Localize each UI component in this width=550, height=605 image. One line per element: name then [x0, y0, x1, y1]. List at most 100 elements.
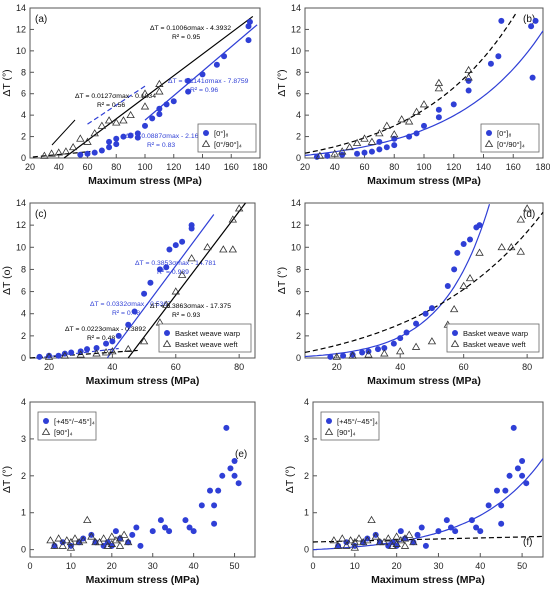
- data-point: [50, 541, 59, 549]
- data-point: [448, 524, 454, 531]
- annotation-arrow: [51, 119, 76, 146]
- data-point: [315, 151, 325, 159]
- data-point: [185, 88, 192, 95]
- data-point: [66, 543, 76, 551]
- y-tick-label: 10: [16, 46, 26, 56]
- data-point: [111, 536, 121, 544]
- data-point: [397, 115, 406, 123]
- data-point: [199, 71, 206, 78]
- data-point: [149, 115, 156, 122]
- y-tick-label: 2: [296, 132, 301, 142]
- data-point: [498, 520, 505, 527]
- data-point: [76, 134, 85, 142]
- data-point: [384, 534, 393, 542]
- data-point: [97, 121, 107, 129]
- data-point: [495, 53, 502, 60]
- data-point: [422, 310, 429, 317]
- data-point: [368, 148, 375, 155]
- legend-marker: [324, 427, 334, 435]
- x-tick-label: 20: [392, 561, 402, 571]
- data-point: [467, 236, 474, 243]
- data-point: [103, 541, 112, 549]
- data-point: [40, 151, 49, 159]
- data-point: [409, 537, 418, 546]
- data-point: [139, 337, 149, 345]
- legend-box: [197, 123, 257, 153]
- data-point: [188, 225, 195, 232]
- y-tick-label: 2: [304, 471, 309, 481]
- panel-b: 20 40 60 80 100 120 140 160 180 0 2 4 6 8 10 12 14 Maximu…: [276, 3, 550, 187]
- data-point: [36, 353, 43, 360]
- data-point: [390, 340, 397, 347]
- data-point: [404, 117, 414, 125]
- y-axis-label: ΔT (°): [276, 69, 288, 96]
- y-tick-label: 10: [291, 242, 301, 252]
- data-point: [106, 138, 113, 145]
- legend-marker: [486, 130, 492, 136]
- fit-line: [106, 214, 215, 359]
- data-point: [421, 122, 427, 129]
- data-point: [70, 534, 80, 542]
- data-point: [473, 524, 480, 531]
- x-tick-label: 20: [332, 362, 342, 372]
- y-tick-label: 14: [16, 198, 26, 208]
- data-point: [510, 424, 517, 431]
- fit-equation: ΔT = 0.0332σmax - 0.5367: [90, 301, 171, 308]
- legend-label: [+45°/−45°]₄: [54, 417, 95, 426]
- fit-equation: ΔT = 0.1006σmax - 4.3932: [150, 25, 231, 32]
- x-tick-label: 80: [234, 362, 244, 372]
- data-point: [54, 148, 63, 156]
- data-point: [54, 534, 63, 542]
- y-tick-label: 4: [21, 397, 26, 407]
- x-tick-label: 0: [310, 561, 315, 571]
- data-point: [113, 141, 120, 148]
- data-point: [477, 528, 484, 535]
- legend-box: [446, 323, 540, 353]
- data-point: [434, 78, 444, 86]
- x-tick-label: 50: [517, 561, 527, 571]
- data-point: [213, 61, 220, 68]
- data-point: [156, 111, 163, 118]
- data-point: [330, 149, 339, 157]
- data-point: [231, 472, 238, 479]
- y-tick-label: 0: [304, 545, 309, 555]
- data-point: [112, 528, 119, 535]
- data-point: [391, 142, 398, 149]
- data-point: [348, 351, 357, 359]
- data-point: [516, 247, 525, 255]
- legend-label: Basket weave warp: [463, 329, 528, 338]
- fit-r2: R² = 0.939: [157, 269, 189, 276]
- data-point: [379, 537, 389, 546]
- x-tick-label: 120: [166, 162, 181, 172]
- data-point: [107, 539, 117, 547]
- data-point: [227, 465, 234, 472]
- panel-d: 20 40 60 80 0 2 4 6 8 10 12 14 Maximum stress (MPa) Δ…: [276, 198, 544, 387]
- y-tick-label: 4: [296, 110, 301, 120]
- data-point: [449, 304, 459, 313]
- data-point: [497, 242, 506, 251]
- fit-equation: ΔT = 0.0127σmax - 0.1834: [75, 93, 156, 100]
- data-point: [522, 204, 532, 212]
- panel-label: (e): [235, 449, 247, 460]
- data-point: [329, 536, 339, 544]
- legend-label: [+45°/−45°]₄: [337, 417, 378, 426]
- data-point: [157, 517, 164, 524]
- y-tick-label: 12: [291, 220, 301, 230]
- data-point: [55, 352, 62, 359]
- y-tick-label: 3: [304, 434, 309, 444]
- data-point: [219, 472, 226, 479]
- data-point: [516, 215, 525, 223]
- data-point: [381, 345, 388, 352]
- data-point: [406, 133, 413, 140]
- data-point: [115, 541, 125, 549]
- data-point: [383, 144, 390, 151]
- data-point: [487, 60, 494, 67]
- data-point: [186, 524, 193, 531]
- x-tick-label: 10: [350, 561, 360, 571]
- x-axis-label: Maximum stress (MPa): [367, 175, 481, 187]
- data-point: [339, 151, 346, 158]
- data-point: [324, 152, 331, 159]
- data-point: [134, 134, 141, 141]
- data-point: [177, 270, 187, 278]
- y-tick-label: 0: [21, 353, 26, 363]
